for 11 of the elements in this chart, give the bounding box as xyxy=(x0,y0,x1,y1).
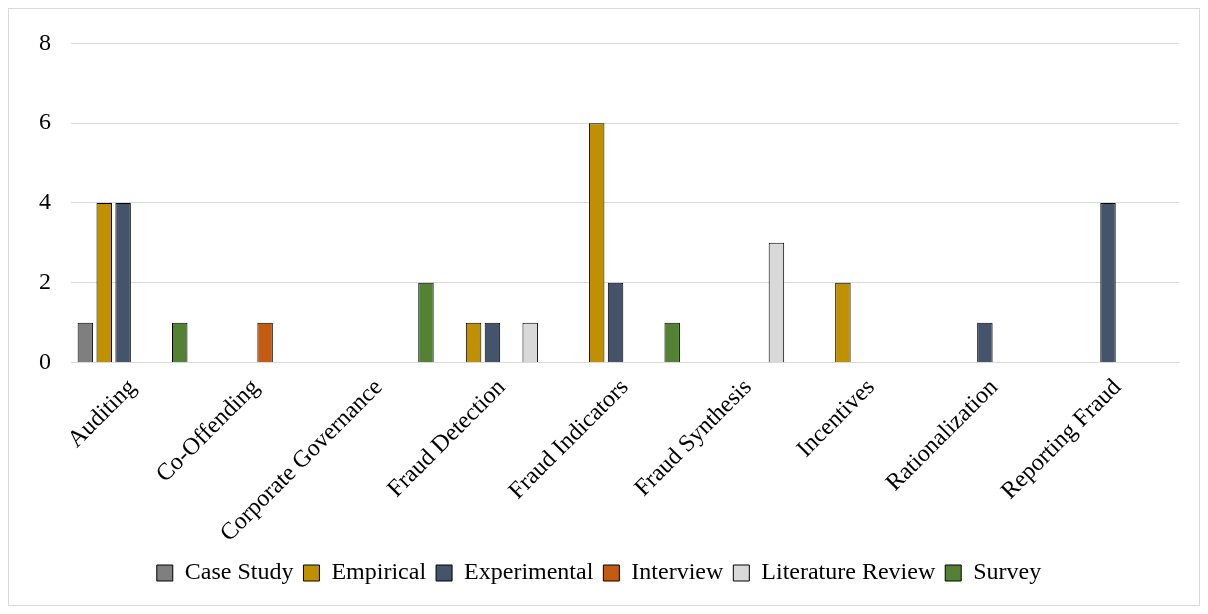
legend-label: Empirical xyxy=(331,558,427,585)
y-tick-label: 4 xyxy=(39,188,51,215)
y-tick-label: 2 xyxy=(39,268,51,295)
legend-label: Experimental xyxy=(464,558,594,585)
y-tick-label: 8 xyxy=(39,28,51,55)
legend-label: Literature Review xyxy=(761,558,936,585)
legend-label: Case Study xyxy=(184,558,294,585)
y-tick-label: 6 xyxy=(39,108,51,135)
legend-label: Survey xyxy=(973,558,1042,585)
y-tick-label: 0 xyxy=(39,347,51,374)
legend-label: Interview xyxy=(631,558,724,585)
